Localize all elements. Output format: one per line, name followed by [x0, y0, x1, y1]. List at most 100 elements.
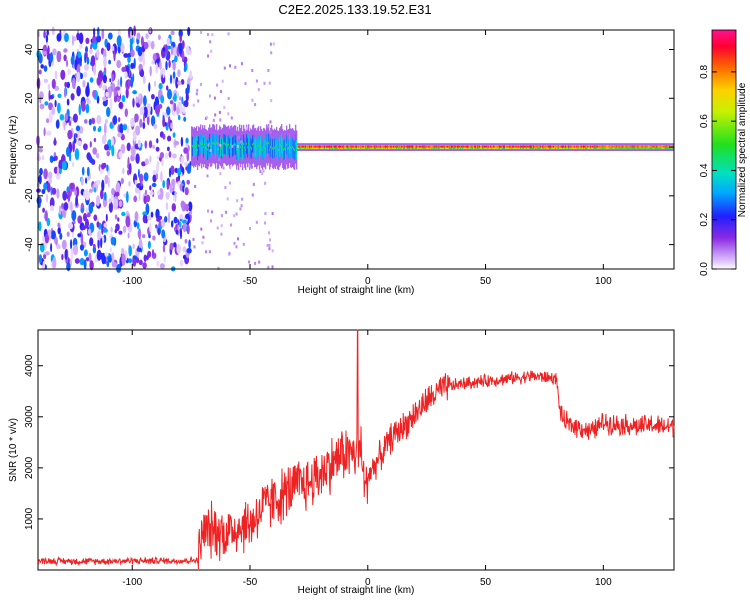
heatmap-cell: [208, 94, 211, 98]
heatmap-cell: [360, 145, 362, 148]
heatmap-cell: [215, 147, 217, 150]
heatmap-cell: [139, 173, 144, 183]
heatmap-cell: [172, 195, 176, 202]
heatmap-cell: [520, 145, 522, 148]
heatmap-cell: [395, 145, 397, 148]
heatmap-cell: [254, 103, 257, 107]
heatmap-cell: [516, 145, 518, 148]
heatmap-cell: [211, 145, 213, 148]
heatmap-cell: [110, 252, 115, 264]
heatmap-cell: [162, 117, 166, 128]
heatmap-cell: [380, 145, 382, 148]
heatmap-cell: [220, 90, 222, 93]
heatmap-cell: [493, 145, 495, 148]
heatmap-cell: [96, 49, 100, 58]
heatmap-cell: [196, 88, 199, 92]
heatmap-cell: [243, 143, 245, 145]
heatmap-cell: [133, 195, 138, 202]
heatmap-cell: [79, 244, 85, 251]
heatmap-cell: [523, 145, 525, 148]
heatmap-cell: [106, 42, 111, 52]
heatmap-cell: [63, 121, 66, 131]
heatmap-cell: [122, 225, 127, 233]
heatmap-cell: [220, 224, 223, 228]
heatmap-cell: [115, 191, 120, 197]
heatmap-cell: [86, 97, 89, 103]
heatmap-cell: [289, 142, 291, 145]
heatmap-cell: [224, 186, 227, 189]
x-tick-label: 0: [365, 577, 371, 588]
heatmap-cell: [472, 145, 474, 148]
heatmap-cell: [234, 65, 237, 69]
heatmap-cell: [337, 145, 339, 148]
heatmap-cell: [177, 69, 181, 77]
heatmap-cell: [127, 79, 131, 87]
heatmap-cell: [39, 95, 42, 104]
heatmap-cell: [155, 146, 160, 152]
heatmap-cell: [120, 143, 126, 154]
heatmap-cell: [180, 136, 184, 147]
snr-x-label: Height of straight line (km): [298, 585, 415, 596]
heatmap-cell: [497, 145, 499, 148]
heatmap-cell: [186, 247, 192, 254]
heatmap-cell: [281, 142, 283, 144]
heatmap-cell: [264, 212, 267, 216]
heatmap-cell: [42, 207, 45, 213]
heatmap-cell: [408, 145, 410, 148]
heatmap-cell: [149, 155, 152, 163]
heatmap-cell: [432, 145, 434, 148]
heatmap-cell: [167, 88, 172, 100]
heatmap-cell: [188, 239, 191, 249]
heatmap-cell: [207, 143, 210, 147]
heatmap-cell: [313, 145, 315, 148]
heatmap-cell: [220, 214, 223, 218]
heatmap-cell: [107, 176, 110, 188]
heatmap-cell: [108, 198, 112, 204]
heatmap-cell: [307, 145, 309, 148]
heatmap-cell: [574, 145, 576, 148]
heatmap-cell: [145, 33, 149, 40]
heatmap-cell: [135, 153, 140, 164]
heatmap-cell: [238, 136, 240, 140]
heatmap-cell: [276, 145, 278, 147]
heatmap-cell: [134, 179, 138, 185]
heatmap-cell: [92, 243, 96, 248]
heatmap-cell: [142, 75, 146, 85]
heatmap-cell: [52, 256, 57, 269]
heatmap-cell: [606, 145, 608, 148]
heatmap-cell: [166, 180, 170, 190]
heatmap-cell: [204, 143, 206, 146]
heatmap-cell: [172, 153, 177, 159]
heatmap-cell: [89, 49, 93, 54]
heatmap-cell: [361, 145, 363, 148]
heatmap-cell: [338, 145, 340, 148]
heatmap-cell: [446, 145, 448, 148]
heatmap-cell: [168, 151, 172, 158]
heatmap-cell: [279, 146, 281, 148]
heatmap-cell: [514, 145, 516, 148]
heatmap-cell: [201, 147, 203, 150]
heatmap-cell: [555, 145, 557, 148]
heatmap-cell: [121, 247, 125, 255]
heatmap-cell: [589, 145, 591, 148]
heatmap-cell: [178, 42, 183, 55]
heatmap-cell: [152, 235, 156, 241]
heatmap-cell: [449, 145, 451, 148]
heatmap-cell: [47, 83, 51, 90]
heatmap-cell: [620, 145, 622, 148]
heatmap-cell: [134, 113, 139, 123]
heatmap-cell: [415, 145, 417, 148]
heatmap-cell: [77, 215, 83, 224]
heatmap-cell: [654, 145, 656, 148]
heatmap-cell: [575, 145, 577, 148]
heatmap-cell: [156, 190, 161, 196]
heatmap-cell: [656, 145, 658, 148]
heatmap-cell: [667, 145, 669, 148]
x-tick-label: -50: [243, 276, 258, 287]
heatmap-cell: [419, 145, 421, 148]
heatmap-cell: [251, 147, 253, 150]
heatmap-region: [36, 25, 193, 273]
heatmap-cell: [142, 122, 146, 129]
heatmap-cell: [202, 143, 204, 145]
heatmap-cell: [537, 145, 539, 148]
